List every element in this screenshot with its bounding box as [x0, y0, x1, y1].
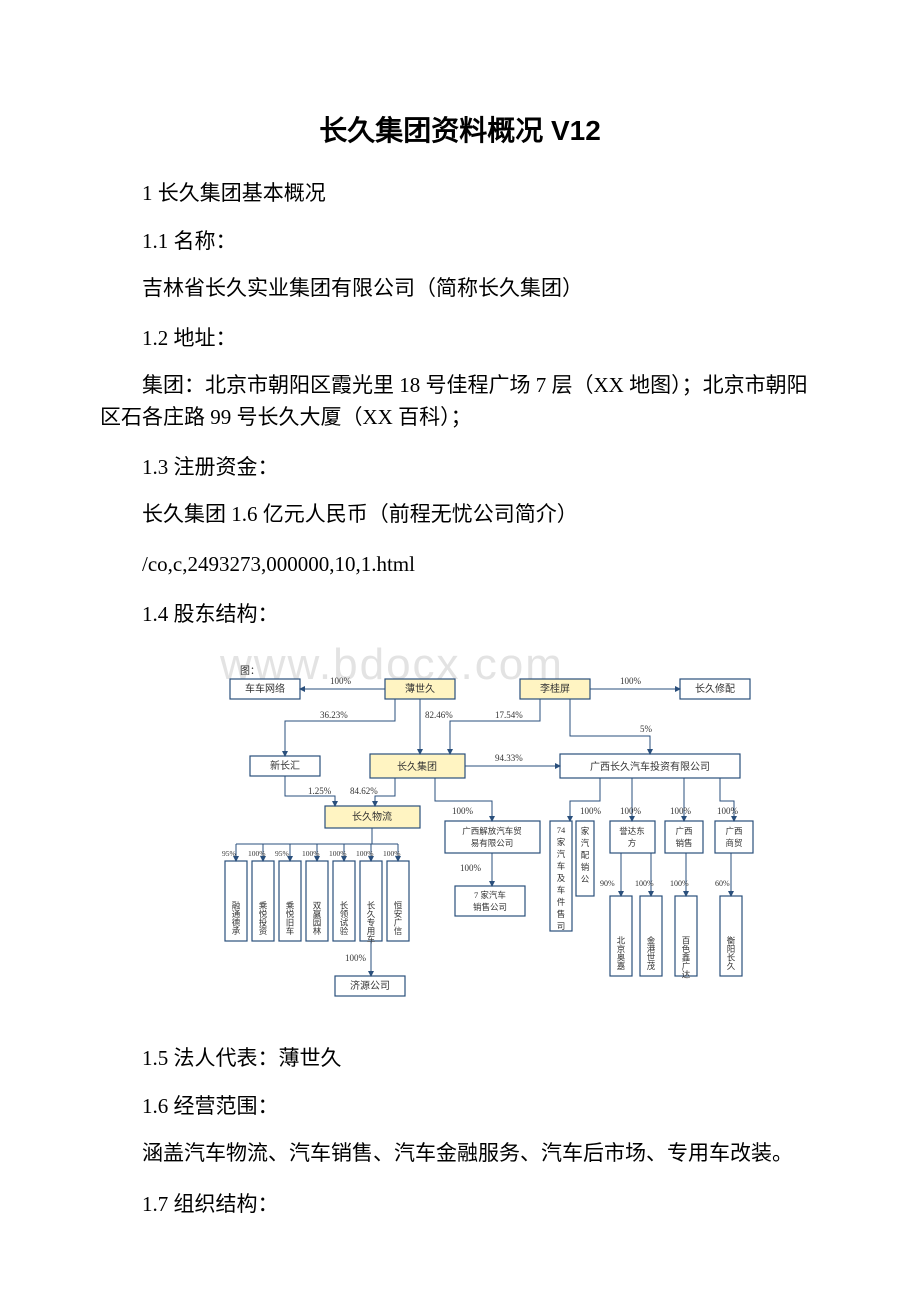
n74-2: 家	[557, 837, 566, 847]
njp-2: 汽	[581, 838, 590, 848]
svg-text:恒安广信: 恒安广信	[393, 901, 403, 937]
node-changjiujituan-text: 长久集团	[397, 760, 437, 773]
edge-5: 5%	[640, 724, 653, 734]
njp-5: 公	[581, 874, 590, 884]
e100-5b: 100%	[670, 879, 689, 888]
node-gxjf-t1: 广西解放汽车贸	[462, 826, 522, 836]
svg-text:融通德承: 融通德承	[231, 901, 241, 936]
e90: 90%	[600, 879, 615, 888]
node-7s-t1: 7 家汽车	[474, 890, 506, 900]
njp-3: 配	[581, 850, 590, 860]
doc-title: 长久集团资料概况 V12	[100, 109, 820, 149]
svg-text:长领试验: 长领试验	[339, 901, 349, 937]
heading-1: 1 长久集团基本概况	[100, 177, 820, 207]
e95-2: 95%	[275, 849, 289, 858]
e100-13: 100%	[635, 879, 654, 888]
text-1-1: 吉林省长久实业集团有限公司（简称长久集团）	[100, 273, 820, 305]
edge-8246: 82.46%	[425, 710, 453, 720]
e100-8: 100%	[248, 849, 266, 858]
edge-100-5: 100%	[620, 806, 642, 816]
node-xinchanghui-text: 新长汇	[270, 759, 300, 772]
heading-1-7: 1.7 组织结构：	[100, 1188, 820, 1218]
e100-jiyuan: 100%	[345, 953, 367, 963]
n74-6: 车	[557, 885, 566, 895]
heading-1-1: 1.1 名称：	[100, 225, 820, 255]
node-gxjf-t2: 易有限公司	[471, 838, 514, 848]
text-1-6: 涵盖汽车物流、汽车销售、汽车金融服务、汽车后市场、专用车改装。	[100, 1138, 820, 1170]
edge-100-11: 100%	[717, 806, 739, 816]
e100-14: 100%	[383, 849, 401, 858]
svg-text:北京奥嘉: 北京奥嘉	[616, 936, 626, 971]
ngxxs-2: 销售	[675, 838, 692, 848]
ngxsm-1: 广西	[725, 826, 742, 836]
svg-text:百色鑫广达: 百色鑫广达	[681, 936, 691, 979]
heading-1-2: 1.2 地址：	[100, 322, 820, 352]
e100-12: 100%	[356, 849, 374, 858]
node-wuliu-text: 长久物流	[352, 810, 392, 823]
node-cheche-text: 车车网络	[245, 682, 285, 695]
svg-text:长久专用车: 长久专用车	[366, 901, 376, 945]
edge-8462: 84.62%	[350, 786, 378, 796]
nyd-1: 誉达东	[619, 826, 645, 836]
ngxxs-1: 广西	[675, 826, 692, 836]
e95-1: 95%	[222, 849, 236, 858]
edge-3623: 36.23%	[320, 710, 348, 720]
bottom-left-cluster: 融通德承 乘悦投资 乘悦旧车 双赢园林 长领试验 长久专用车 恒安广信	[225, 861, 409, 944]
svg-text:双赢园林: 双赢园林	[312, 901, 322, 936]
svg-text:衡阳长久: 衡阳长久	[726, 936, 736, 972]
edge-100-3: 100%	[452, 806, 474, 816]
bottom-right-cluster: 北京奥嘉 金港世茂 百色鑫广达 衡阳长久	[610, 896, 742, 979]
text-1-3a: 长久集团 1.6 亿元人民币（前程无忧公司简介）	[100, 499, 820, 531]
edge-100-6: 100%	[670, 806, 692, 816]
svg-text:乘悦旧车: 乘悦旧车	[285, 901, 295, 937]
heading-1-4: 1.4 股东结构：	[100, 598, 820, 628]
org-diagram: 图： 车车网络 薄世久 李桂屏 长久修配 100% 100% 新长汇 长久集团 …	[220, 646, 820, 1026]
nyd-2: 方	[628, 838, 637, 848]
diagram-label: 图：	[240, 665, 260, 677]
node-liguiping-text: 李桂屏	[540, 682, 570, 695]
node-7s-t2: 销售公司	[473, 902, 507, 912]
n74-7: 件	[557, 897, 566, 907]
n74-3: 汽	[557, 849, 566, 859]
heading-1-3: 1.3 注册资金：	[100, 451, 820, 481]
svg-text:乘悦投资: 乘悦投资	[258, 901, 268, 937]
e60: 60%	[715, 879, 730, 888]
node-jiyuan-text: 济源公司	[350, 979, 390, 992]
heading-1-5: 1.5 法人代表：薄世久	[100, 1042, 820, 1072]
edge-100-1: 100%	[330, 676, 352, 686]
njp-4: 销	[581, 862, 590, 872]
text-1-3b: /co,c,2493273,000000,10,1.html	[100, 549, 820, 581]
njp-1: 家	[581, 826, 590, 836]
n74-9: 司	[557, 921, 566, 931]
edge-9433: 94.33%	[495, 753, 523, 763]
n74-4: 车	[557, 861, 566, 871]
e100-10: 100%	[329, 849, 347, 858]
svg-text:金港世茂: 金港世茂	[646, 936, 656, 972]
edge-100-4: 100%	[580, 806, 602, 816]
edge-100-2: 100%	[620, 676, 642, 686]
node-xiupei-text: 长久修配	[695, 682, 735, 695]
text-1-2: 集团：北京市朝阳区霞光里 18 号佳程广场 7 层（XX 地图）；北京市朝阳区石…	[100, 370, 820, 433]
edge-100-7: 100%	[460, 863, 482, 873]
ngxsm-2: 商贸	[725, 838, 742, 848]
n74-5: 及	[557, 873, 566, 883]
e100-9: 100%	[302, 849, 320, 858]
edge-125: 1.25%	[308, 786, 332, 796]
node-boshijiu-text: 薄世久	[405, 682, 435, 695]
n74-1: 74	[557, 825, 566, 835]
heading-1-6: 1.6 经营范围：	[100, 1090, 820, 1120]
edge-1754: 17.54%	[495, 710, 523, 720]
node-guangxitouzi-text: 广西长久汽车投资有限公司	[590, 760, 710, 773]
n74-8: 售	[557, 909, 566, 919]
